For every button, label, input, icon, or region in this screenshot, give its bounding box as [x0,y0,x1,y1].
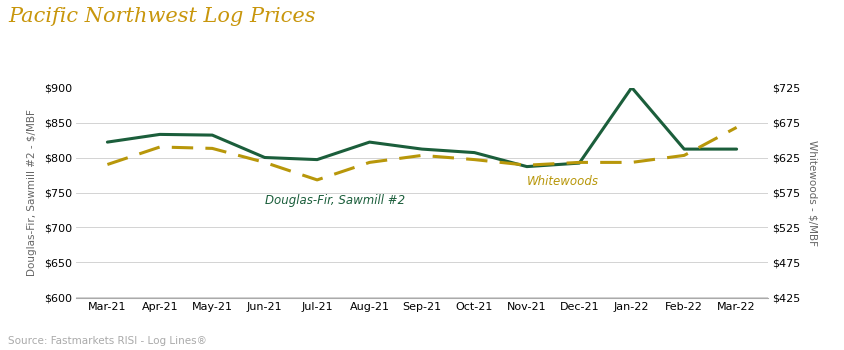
Y-axis label: Douglas-Fir, Sawmill #2 - $/MBF: Douglas-Fir, Sawmill #2 - $/MBF [27,109,37,276]
Text: Source: Fastmarkets RISI - Log Lines®: Source: Fastmarkets RISI - Log Lines® [8,336,208,346]
Y-axis label: Whitewoods - $/MBF: Whitewoods - $/MBF [808,140,817,245]
Text: Pacific Northwest Log Prices: Pacific Northwest Log Prices [8,7,316,26]
Text: Douglas-Fir, Sawmill #2: Douglas-Fir, Sawmill #2 [265,194,405,207]
Text: Whitewoods: Whitewoods [527,175,599,188]
